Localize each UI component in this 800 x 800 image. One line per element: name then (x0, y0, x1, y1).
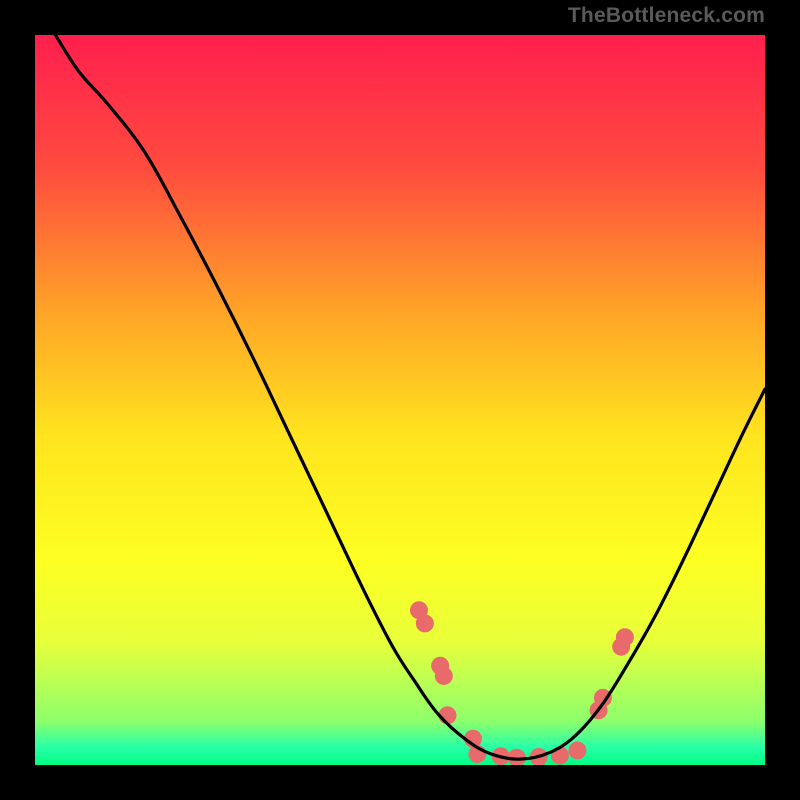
chart-overlay (35, 35, 765, 765)
scatter-marker (568, 741, 586, 759)
scatter-marker (435, 667, 453, 685)
attribution-label: TheBottleneck.com (568, 4, 765, 28)
stage: TheBottleneck.com (0, 0, 800, 800)
bottleneck-curve (55, 35, 765, 759)
plot-area (35, 35, 765, 765)
scatter-marker (508, 749, 526, 765)
scatter-marker (616, 628, 634, 646)
scatter-marker (416, 614, 434, 632)
scatter-markers (410, 601, 634, 765)
